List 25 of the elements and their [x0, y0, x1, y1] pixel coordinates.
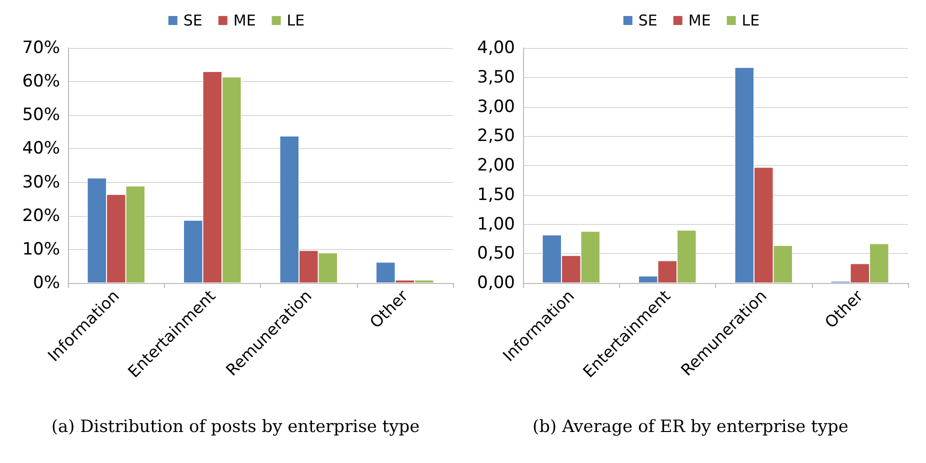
y-tick-label: 10%	[22, 239, 60, 260]
y-tick-label: 2,00	[477, 156, 515, 176]
y-tick-label: 40%	[22, 138, 60, 159]
y-tick-label: 1,50	[477, 184, 515, 205]
y-tick-label: 60%	[22, 72, 60, 92]
y-tick-label: 70%	[22, 38, 60, 58]
legend-label: ME	[688, 12, 711, 30]
text: (a) Distribution of posts by enterprise type	[50, 417, 421, 437]
legend-label: LE	[742, 12, 760, 30]
y-tick-label: 3,00	[477, 96, 515, 117]
y-tick-label: 0%	[33, 273, 60, 293]
y-tick-label: 3,50	[477, 67, 515, 88]
y-tick-label: 2,50	[477, 126, 515, 146]
y-tick-label: 0,50	[477, 244, 515, 264]
legend-label: ME	[233, 12, 256, 30]
legend-label: LE	[286, 12, 305, 30]
y-tick-label: 1,00	[477, 214, 515, 234]
y-tick-label: 30%	[22, 172, 60, 192]
y-tick-label: 4,00	[477, 38, 515, 58]
legend-label: SE	[183, 12, 202, 30]
text: (b) Average of ER by enterprise type	[532, 417, 850, 437]
legend-label: SE	[638, 12, 658, 30]
y-tick-label: 20%	[22, 206, 60, 226]
y-tick-label: 50%	[22, 105, 60, 126]
y-tick-label: 0,00	[477, 273, 515, 293]
